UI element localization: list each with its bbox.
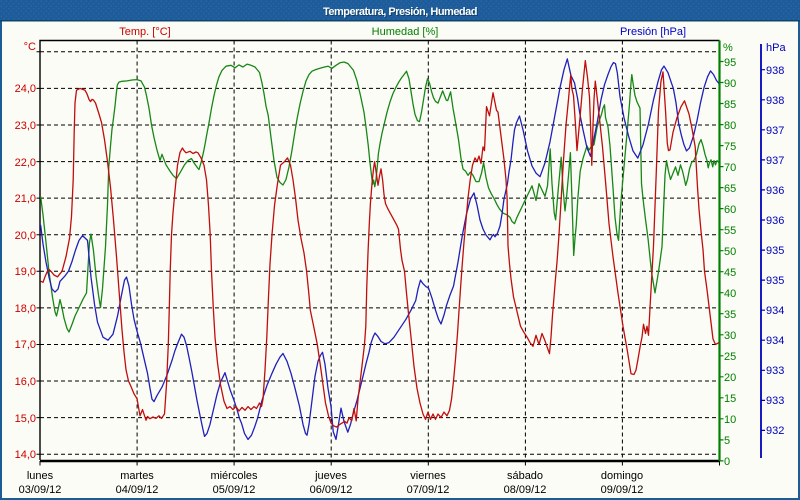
svg-text:hPa: hPa	[766, 42, 786, 54]
svg-text:miércoles: miércoles	[210, 470, 258, 482]
svg-text:18,0: 18,0	[15, 303, 36, 315]
svg-text:viernes: viernes	[410, 470, 446, 482]
svg-text:40: 40	[724, 288, 736, 300]
svg-text:80: 80	[724, 120, 736, 132]
svg-text:21,0: 21,0	[15, 193, 36, 205]
svg-text:25: 25	[724, 351, 736, 363]
svg-text:16,0: 16,0	[15, 376, 36, 388]
svg-text:90: 90	[724, 78, 736, 90]
svg-text:Temp. [°C]: Temp. [°C]	[119, 26, 170, 38]
svg-text:15,0: 15,0	[15, 413, 36, 425]
svg-text:22,0: 22,0	[15, 157, 36, 169]
svg-text:5: 5	[724, 435, 730, 447]
svg-text:933: 933	[766, 395, 784, 407]
svg-text:60: 60	[724, 204, 736, 216]
svg-text:936: 936	[766, 215, 784, 227]
svg-text:0: 0	[724, 456, 730, 468]
svg-text:06/09/12: 06/09/12	[310, 484, 353, 496]
svg-text:20,0: 20,0	[15, 230, 36, 242]
svg-text:10: 10	[724, 414, 736, 426]
svg-text:938: 938	[766, 65, 784, 77]
svg-text:19,0: 19,0	[15, 266, 36, 278]
svg-text:°C: °C	[24, 41, 36, 53]
svg-text:935: 935	[766, 275, 784, 287]
svg-text:09/09/12: 09/09/12	[601, 484, 644, 496]
svg-text:%: %	[723, 42, 733, 54]
svg-text:95: 95	[724, 57, 736, 69]
svg-text:15: 15	[724, 393, 736, 405]
svg-text:936: 936	[766, 185, 784, 197]
svg-text:75: 75	[724, 141, 736, 153]
svg-text:jueves: jueves	[314, 470, 347, 482]
svg-text:55: 55	[724, 225, 736, 237]
svg-text:Presión [hPa]: Presión [hPa]	[620, 26, 686, 38]
svg-text:45: 45	[724, 267, 736, 279]
svg-text:08/09/12: 08/09/12	[504, 484, 547, 496]
svg-text:934: 934	[766, 335, 784, 347]
svg-text:932: 932	[766, 425, 784, 437]
svg-text:50: 50	[724, 246, 736, 258]
svg-text:07/09/12: 07/09/12	[407, 484, 450, 496]
svg-text:30: 30	[724, 330, 736, 342]
svg-text:04/09/12: 04/09/12	[116, 484, 159, 496]
svg-text:935: 935	[766, 245, 784, 257]
svg-text:14,0: 14,0	[15, 449, 36, 461]
svg-text:65: 65	[724, 183, 736, 195]
svg-text:23,0: 23,0	[15, 120, 36, 132]
svg-text:Humedad [%]: Humedad [%]	[372, 26, 439, 38]
svg-text:937: 937	[766, 155, 784, 167]
svg-text:05/09/12: 05/09/12	[213, 484, 256, 496]
svg-text:sábado: sábado	[507, 470, 543, 482]
svg-text:933: 933	[766, 365, 784, 377]
svg-text:24,0: 24,0	[15, 83, 36, 95]
svg-text:lunes: lunes	[27, 470, 54, 482]
svg-text:20: 20	[724, 372, 736, 384]
svg-text:934: 934	[766, 305, 784, 317]
svg-text:domingo: domingo	[601, 470, 643, 482]
svg-text:937: 937	[766, 125, 784, 137]
svg-text:70: 70	[724, 162, 736, 174]
svg-text:martes: martes	[120, 470, 154, 482]
svg-text:17,0: 17,0	[15, 339, 36, 351]
svg-text:Temperatura, Presión, Humedad: Temperatura, Presión, Humedad	[323, 6, 477, 18]
svg-text:03/09/12: 03/09/12	[19, 484, 62, 496]
svg-text:85: 85	[724, 99, 736, 111]
svg-text:35: 35	[724, 309, 736, 321]
svg-text:938: 938	[766, 95, 784, 107]
